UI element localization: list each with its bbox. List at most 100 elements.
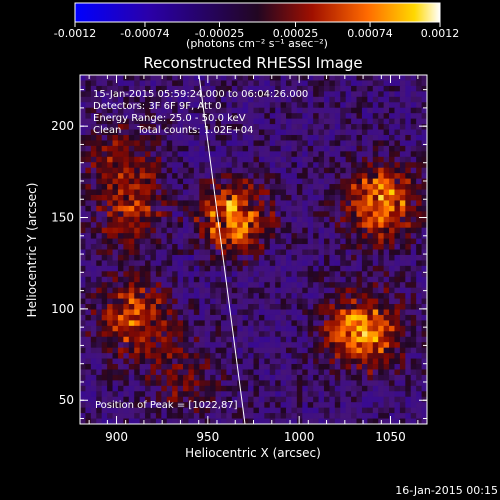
heatmap-cell [329, 129, 336, 136]
heatmap-cell [123, 75, 130, 81]
heatmap-cell [226, 287, 233, 294]
heatmap-cell [150, 407, 157, 414]
heatmap-cell [361, 260, 368, 267]
heatmap-cell [367, 80, 374, 87]
heatmap-cell [318, 244, 325, 250]
heatmap-cell [226, 222, 233, 229]
heatmap-cell [286, 369, 292, 376]
heatmap-cell [410, 364, 417, 370]
heatmap-cell [183, 134, 189, 141]
heatmap-cell [307, 325, 314, 332]
heatmap-cell [345, 129, 352, 136]
heatmap-cell [231, 205, 238, 212]
heatmap-cell [345, 151, 352, 158]
heatmap-cell [389, 216, 395, 223]
heatmap-cell [296, 75, 303, 81]
heatmap-cell [318, 314, 325, 321]
heatmap-cell [112, 233, 119, 239]
heatmap-cell [107, 156, 113, 163]
heatmap-cell [161, 418, 168, 424]
heatmap-cell [161, 353, 168, 359]
heatmap-cell [410, 271, 417, 278]
heatmap-cell [399, 80, 406, 87]
heatmap-cell [356, 413, 363, 419]
heatmap-cell [351, 233, 357, 239]
heatmap-cell [410, 342, 417, 349]
heatmap-cell [85, 222, 92, 229]
heatmap-cell [264, 134, 271, 141]
heatmap-cell [183, 265, 189, 272]
heatmap-cell [421, 162, 427, 169]
heatmap-cell [383, 178, 390, 185]
heatmap-cell [286, 145, 292, 152]
heatmap-cell [166, 189, 173, 196]
heatmap-cell [199, 113, 206, 120]
heatmap-cell [155, 364, 162, 370]
heatmap-cell [286, 298, 292, 305]
heatmap-cell [90, 140, 97, 147]
heatmap-cell [389, 113, 395, 120]
heatmap-cell [123, 418, 130, 424]
heatmap-cell [128, 331, 135, 338]
heatmap-cell [275, 413, 282, 419]
heatmap-cell [101, 391, 108, 398]
heatmap-cell [361, 385, 368, 392]
heatmap-cell [264, 102, 271, 109]
heatmap-cell [269, 211, 276, 218]
heatmap-cell [134, 374, 141, 381]
heatmap-cell [117, 85, 124, 92]
heatmap-cell [286, 238, 292, 245]
heatmap-cell [226, 102, 233, 109]
heatmap-cell [275, 304, 282, 310]
heatmap-cell [101, 325, 108, 332]
heatmap-cell [334, 162, 341, 169]
heatmap-cell [155, 374, 162, 381]
heatmap-cell [383, 96, 390, 103]
heatmap-cell [389, 374, 395, 381]
heatmap-cell [340, 151, 347, 158]
heatmap-cell [389, 222, 395, 229]
heatmap-cell [351, 162, 357, 169]
heatmap-cell [123, 205, 130, 212]
heatmap-cell [150, 304, 157, 310]
heatmap-cell [139, 385, 146, 392]
heatmap-cell [220, 75, 227, 81]
heatmap-cell [107, 194, 113, 201]
heatmap-cell [150, 145, 157, 152]
heatmap-cell [410, 402, 417, 409]
heatmap-cell [313, 260, 319, 267]
colorbar-tick-label: -0.0012 [54, 27, 96, 40]
heatmap-cell [128, 118, 135, 125]
heatmap-cell [264, 265, 271, 272]
heatmap-cell [248, 418, 254, 424]
heatmap-cell [85, 276, 92, 283]
heatmap-cell [264, 227, 271, 234]
heatmap-cell [220, 402, 227, 409]
heatmap-cell [96, 353, 103, 359]
heatmap-cell [204, 194, 211, 201]
heatmap-cell [166, 184, 173, 190]
heatmap-cell [313, 320, 319, 327]
heatmap-cell [128, 298, 135, 305]
heatmap-cell [361, 342, 368, 349]
heatmap-cell [410, 293, 417, 299]
heatmap-cell [248, 107, 254, 114]
heatmap-cell [204, 374, 211, 381]
heatmap-cell [389, 385, 395, 392]
heatmap-cell [345, 222, 352, 229]
heatmap-cell [389, 353, 395, 359]
heatmap-cell [286, 358, 292, 365]
heatmap-cell [166, 118, 173, 125]
heatmap-cell [253, 167, 260, 174]
heatmap-cell [177, 162, 184, 169]
heatmap-cell [220, 129, 227, 136]
heatmap-cell [394, 113, 401, 120]
heatmap-cell [394, 287, 401, 294]
heatmap-cell [405, 369, 412, 376]
heatmap-cell [394, 107, 401, 114]
heatmap-cell [378, 113, 385, 120]
heatmap-cell [361, 320, 368, 327]
heatmap-cell [405, 309, 412, 316]
heatmap-cell [367, 385, 374, 392]
heatmap-cell [90, 75, 97, 81]
